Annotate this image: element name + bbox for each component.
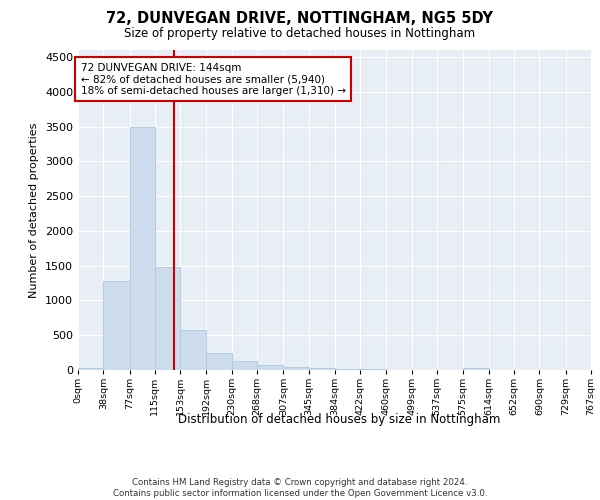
Bar [181, 330, 206, 370]
Bar [257, 365, 283, 370]
Bar [155, 267, 181, 370]
Y-axis label: Number of detached properties: Number of detached properties [29, 122, 40, 298]
Bar [232, 361, 257, 370]
Text: Size of property relative to detached houses in Nottingham: Size of property relative to detached ho… [124, 28, 476, 40]
Bar [206, 352, 232, 370]
Text: Contains HM Land Registry data © Crown copyright and database right 2024.
Contai: Contains HM Land Registry data © Crown c… [113, 478, 487, 498]
Text: Distribution of detached houses by size in Nottingham: Distribution of detached houses by size … [178, 412, 500, 426]
Text: 72 DUNVEGAN DRIVE: 144sqm
← 82% of detached houses are smaller (5,940)
18% of se: 72 DUNVEGAN DRIVE: 144sqm ← 82% of detac… [80, 62, 346, 96]
Bar [78, 368, 103, 370]
Bar [463, 368, 488, 370]
Bar [283, 366, 309, 370]
Bar [130, 126, 155, 370]
Bar [335, 368, 360, 370]
Bar [103, 281, 130, 370]
Text: 72, DUNVEGAN DRIVE, NOTTINGHAM, NG5 5DY: 72, DUNVEGAN DRIVE, NOTTINGHAM, NG5 5DY [107, 11, 493, 26]
Bar [309, 368, 335, 370]
